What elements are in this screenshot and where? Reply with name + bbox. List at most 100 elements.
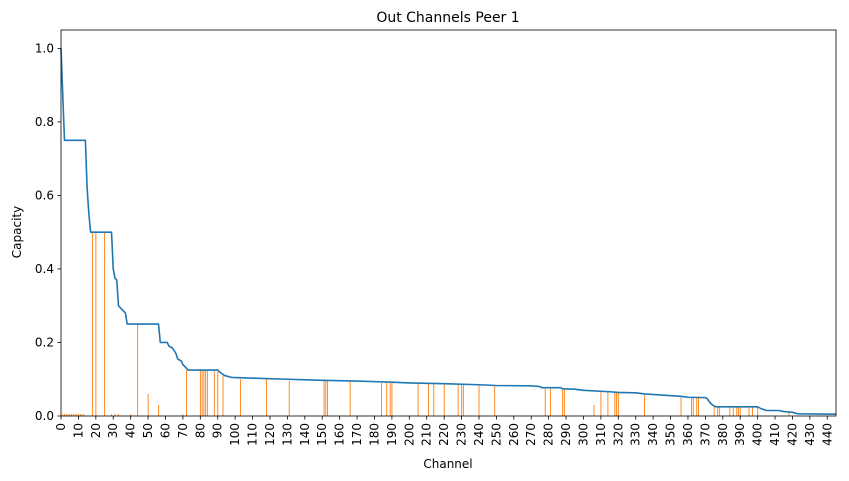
bar-6 — [72, 414, 74, 416]
bar-31 — [217, 371, 219, 416]
x-tick-label-43: 430 — [803, 423, 817, 446]
bar-17 — [114, 414, 116, 416]
bar-14 — [95, 232, 97, 416]
x-tick-label-26: 260 — [507, 423, 521, 446]
bar-39 — [349, 381, 351, 416]
y-tick-label-4: 0.8 — [35, 115, 54, 129]
bar-11 — [81, 414, 83, 416]
bar-1 — [64, 414, 65, 416]
bar-5 — [71, 414, 72, 416]
bar-67 — [696, 397, 698, 416]
x-tick-label-36: 360 — [681, 423, 695, 446]
bar-50 — [462, 384, 464, 416]
bar-0 — [62, 414, 64, 416]
x-tick-label-25: 250 — [489, 423, 503, 446]
bar-70 — [717, 406, 719, 416]
bar-15 — [104, 232, 106, 416]
bar-13 — [91, 232, 93, 416]
bar-3 — [67, 414, 69, 416]
bar-78 — [752, 406, 753, 416]
bar-25 — [199, 370, 201, 416]
bar-59 — [607, 392, 609, 416]
bar-34 — [266, 379, 268, 416]
x-tick-label-33: 330 — [629, 423, 643, 446]
bar-19 — [130, 414, 132, 416]
x-tick-label-6: 60 — [158, 423, 172, 438]
x-axis-label: Channel — [423, 457, 472, 471]
x-tick-label-28: 280 — [542, 423, 556, 446]
x-tick-label-2: 20 — [89, 423, 103, 438]
bar-37 — [325, 381, 327, 416]
x-tick-label-27: 270 — [524, 423, 538, 446]
bar-74 — [736, 406, 738, 416]
x-tick-label-20: 200 — [402, 423, 416, 446]
axes-frame — [60, 29, 837, 417]
x-tick-label-17: 170 — [350, 423, 364, 446]
x-tick-label-14: 140 — [298, 423, 312, 446]
bar-48 — [457, 384, 459, 416]
x-tick-label-42: 420 — [785, 423, 799, 446]
bar-64 — [680, 397, 682, 416]
bar-32 — [222, 375, 224, 416]
bar-77 — [748, 406, 750, 416]
bar-23 — [182, 414, 184, 416]
x-tick-label-4: 40 — [124, 423, 138, 438]
y-tick-label-3: 0.6 — [35, 188, 54, 202]
bar-43 — [391, 382, 393, 416]
bar-68 — [698, 397, 699, 416]
bar-8 — [76, 414, 78, 416]
x-tick-label-5: 50 — [141, 423, 155, 438]
bar-79 — [757, 406, 759, 416]
x-tick-label-8: 80 — [193, 423, 207, 438]
bar-4 — [69, 414, 71, 416]
bar-10 — [79, 414, 81, 416]
x-tick-label-12: 120 — [263, 423, 277, 446]
bar-16 — [111, 414, 113, 416]
bar-33 — [239, 379, 241, 416]
bar-7 — [74, 414, 76, 416]
x-tick-label-24: 240 — [472, 423, 486, 446]
y-axis-label: Capacity — [10, 206, 24, 258]
y-tick-label-0: 0.0 — [35, 409, 54, 423]
bar-22 — [158, 404, 160, 416]
x-tick-label-9: 90 — [211, 423, 225, 438]
bar-30 — [213, 370, 215, 416]
bar-65 — [691, 397, 692, 416]
bar-29 — [206, 370, 208, 416]
plot-area: 0.0 0.2 0.4 0.6 0.8 1.0 0 10 20 30 40 50 60 70 80 90 100… — [35, 29, 837, 446]
x-tick-label-40: 400 — [751, 423, 765, 446]
x-tick-label-21: 210 — [420, 423, 434, 446]
x-tick-label-16: 160 — [333, 423, 347, 446]
bar-28 — [205, 370, 207, 416]
bar-54 — [549, 387, 551, 416]
x-tick-label-22: 220 — [437, 423, 451, 446]
x-tick-label-15: 150 — [315, 423, 329, 446]
x-tick-label-10: 100 — [228, 423, 242, 446]
x-tick-label-44: 440 — [820, 423, 834, 446]
bar-9 — [78, 414, 79, 416]
bar-12 — [83, 414, 85, 416]
bar-21 — [147, 393, 149, 416]
x-tick-label-37: 370 — [698, 423, 712, 446]
bar-61 — [616, 392, 618, 416]
bar-56 — [563, 388, 565, 416]
bar-42 — [389, 382, 391, 416]
bar-45 — [428, 383, 429, 416]
x-tick-label-13: 130 — [280, 423, 294, 446]
bar-2 — [65, 414, 67, 416]
bar-60 — [614, 392, 616, 416]
bar-35 — [288, 381, 290, 416]
x-tick-label-41: 410 — [768, 423, 782, 446]
x-tick-label-29: 290 — [559, 423, 573, 446]
bar-18 — [118, 414, 119, 416]
bar-75 — [738, 406, 739, 416]
bar-26 — [201, 370, 203, 416]
y-tick-label-1: 0.2 — [35, 335, 54, 349]
x-tick-label-39: 390 — [733, 423, 747, 446]
bar-36 — [323, 381, 325, 416]
bar-69 — [713, 406, 715, 416]
y-tick-label-2: 0.4 — [35, 262, 54, 276]
bar-52 — [494, 385, 496, 416]
bar-44 — [417, 382, 419, 416]
